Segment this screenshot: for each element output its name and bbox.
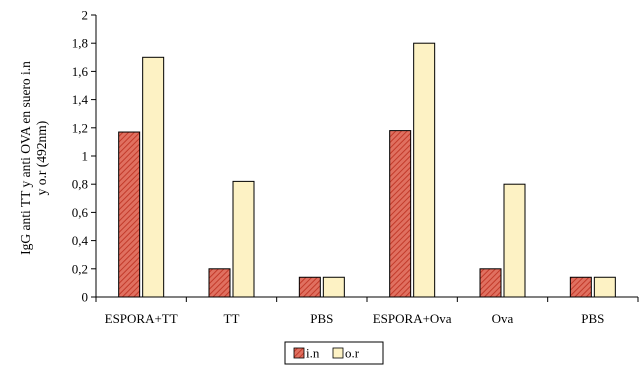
bar-in <box>298 276 321 298</box>
x-tick-label: PBS <box>581 311 604 326</box>
bar-or <box>142 56 165 298</box>
bar-in <box>118 131 141 298</box>
y-tick-label: 1,2 <box>72 120 88 135</box>
y-tick-label: 0,6 <box>72 205 89 220</box>
bar-in <box>569 276 592 298</box>
x-tick-label: Ova <box>492 311 514 326</box>
y-tick-label: 0,8 <box>72 177 88 192</box>
legend-label-or: o.r <box>345 346 360 361</box>
bar-or <box>322 276 345 298</box>
y-axis-title-line-1: IgG anti TT y anti OVA en suero i.n <box>18 61 33 255</box>
bar-in <box>208 268 231 298</box>
bar-or <box>503 183 526 298</box>
bar-or <box>413 42 436 298</box>
x-tick-label: ESPORA+Ova <box>373 311 452 326</box>
y-tick-label: 1,4 <box>72 92 89 107</box>
x-tick-label: ESPORA+TT <box>105 311 178 326</box>
y-axis-title: IgG anti TT y anti OVA en suero i.n y o.… <box>18 61 49 255</box>
legend-swatch-or <box>332 347 344 359</box>
y-tick-label: 0,2 <box>72 261 88 276</box>
x-tick-label: PBS <box>310 311 333 326</box>
legend-label-in: i.n <box>306 346 320 361</box>
bar-in <box>479 268 502 298</box>
bar-or <box>593 276 616 298</box>
y-tick-label: 2 <box>82 8 89 23</box>
legend-swatch-in <box>293 347 305 359</box>
y-tick-label: 0,4 <box>72 233 89 248</box>
y-tick-label: 0 <box>82 290 89 305</box>
y-tick-label: 1 <box>82 149 89 164</box>
plot-area: 0 0,2 0,4 0,6 0,8 1 1,2 1,4 1,6 1,8 2 ESPORA+TT TT PB… <box>72 8 639 326</box>
y-tick-label: 1,8 <box>72 36 88 51</box>
x-tick-label: TT <box>224 311 240 326</box>
y-axis-title-line-2: y o.r (492nm) <box>34 121 49 196</box>
legend: i.n o.r <box>284 341 384 365</box>
y-tick-label: 1,6 <box>72 64 89 79</box>
bar-or <box>232 180 255 298</box>
bar-in <box>389 130 412 298</box>
